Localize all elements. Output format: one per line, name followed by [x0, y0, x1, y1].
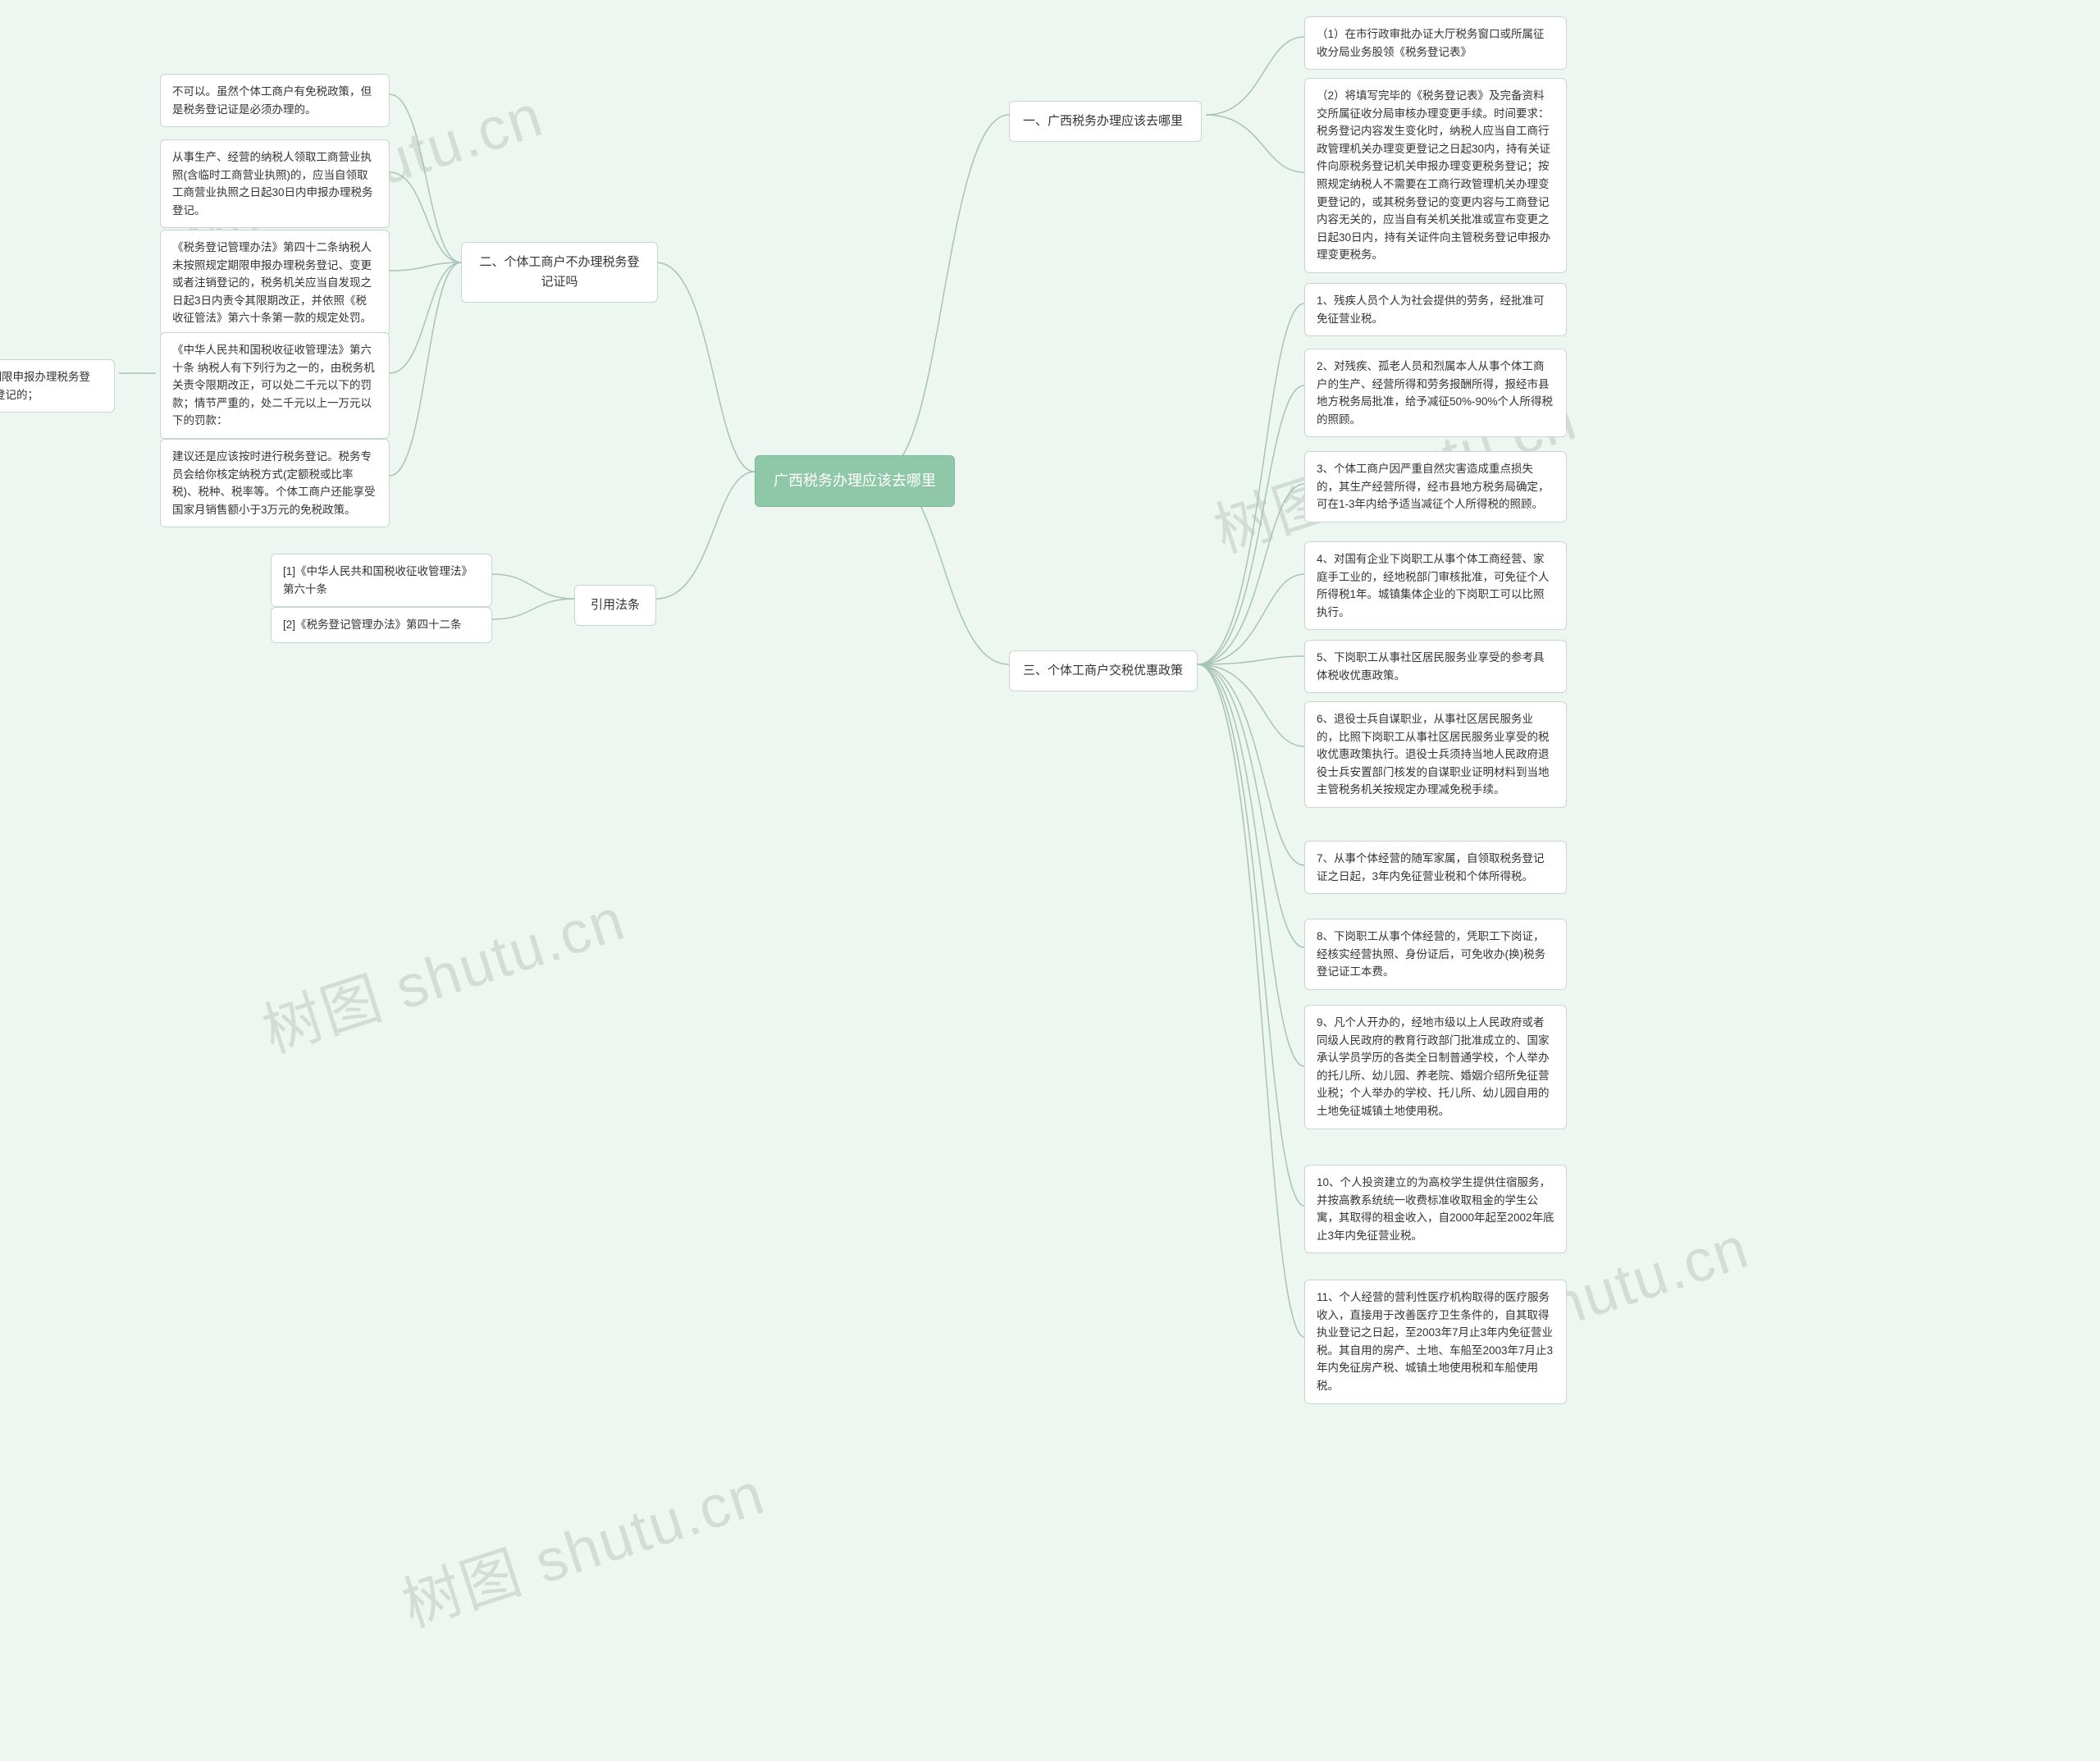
leaf-b3-3: 3、个体工商户因严重自然灾害造成重点损失的，其生产经营所得，经市县地方税务局确定… [1304, 451, 1567, 522]
branch-b3: 三、个体工商户交税优惠政策 [1009, 650, 1198, 691]
leaf-b2-4-1: (一)未按照规定的期限申报办理税务登记、变更或者注销登记的； [0, 359, 115, 413]
watermark: 树图 shutu.cn [390, 1445, 774, 1643]
leaf-b3-8: 8、下岗职工从事个体经营的，凭职工下岗证，经核实经营执照、身份证后，可免收办(换… [1304, 919, 1567, 990]
leaf-b1-1: （1）在市行政审批办证大厅税务窗口或所属征收分局业务股领《税务登记表》 [1304, 16, 1567, 70]
leaf-b3-7: 7、从事个体经营的随军家属，自领取税务登记证之日起，3年内免征营业税和个体所得税… [1304, 841, 1567, 894]
leaf-b4-1: [1]《中华人民共和国税收征收管理法》第六十条 [271, 554, 492, 607]
branch-b2: 二、个体工商户不办理税务登记证吗 [461, 242, 658, 303]
leaf-b2-3: 《税务登记管理办法》第四十二条纳税人未按照规定期限申报办理税务登记、变更或者注销… [160, 230, 390, 336]
leaf-b1-2: （2）将填写完毕的《税务登记表》及完备资料交所属征收分局审核办理变更手续。时间要… [1304, 78, 1567, 273]
leaf-b2-4: 《中华人民共和国税收征收管理法》第六十条 纳税人有下列行为之一的，由税务机关责令… [160, 332, 390, 439]
leaf-b3-6: 6、退役士兵自谋职业，从事社区居民服务业的，比照下岗职工从事社区居民服务业享受的… [1304, 701, 1567, 808]
leaf-b3-1: 1、残疾人员个人为社会提供的劳务，经批准可免征营业税。 [1304, 283, 1567, 336]
leaf-b3-4: 4、对国有企业下岗职工从事个体工商经营、家庭手工业的，经地税部门审核批准，可免征… [1304, 541, 1567, 630]
branch-b1: 一、广西税务办理应该去哪里 [1009, 101, 1202, 142]
leaf-b2-5: 建议还是应该按时进行税务登记。税务专员会给你核定纳税方式(定额税或比率税)、税种… [160, 439, 390, 527]
branch-b4: 引用法条 [574, 585, 656, 626]
leaf-b4-2: [2]《税务登记管理办法》第四十二条 [271, 607, 492, 643]
leaf-b3-11: 11、个人经营的营利性医疗机构取得的医疗服务收入，直接用于改善医疗卫生条件的，自… [1304, 1280, 1567, 1404]
leaf-b2-1: 不可以。虽然个体工商户有免税政策，但是税务登记证是必须办理的。 [160, 74, 390, 127]
leaf-b3-2: 2、对残疾、孤老人员和烈属本人从事个体工商户的生产、经营所得和劳务报酬所得，报经… [1304, 349, 1567, 437]
leaf-b3-9: 9、凡个人开办的，经地市级以上人民政府或者同级人民政府的教育行政部门批准成立的、… [1304, 1005, 1567, 1129]
root-node: 广西税务办理应该去哪里 [755, 455, 955, 507]
leaf-b3-5: 5、下岗职工从事社区居民服务业享受的参考具体税收优惠政策。 [1304, 640, 1567, 693]
watermark: 树图 shutu.cn [250, 871, 634, 1069]
leaf-b3-10: 10、个人投资建立的为高校学生提供住宿服务，并按高教系统统一收费标准收取租金的学… [1304, 1165, 1567, 1253]
leaf-b2-2: 从事生产、经营的纳税人领取工商营业执照(含临时工商营业执照)的，应当自领取工商营… [160, 139, 390, 228]
